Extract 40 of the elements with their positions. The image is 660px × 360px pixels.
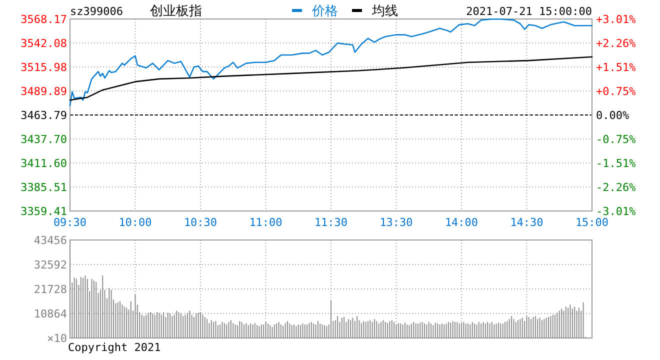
x-tick-label: 10:00 [118, 216, 152, 229]
y2-tick-label: -2.26% [596, 181, 636, 194]
chart-subtitle: sz399006 [70, 5, 123, 18]
y2-tick-label: 0.00% [596, 109, 630, 122]
x-tick-label: 14:00 [444, 216, 478, 229]
y-axis-title: ×10 [47, 332, 67, 345]
text: 2021-07-21 15:00:00 [466, 5, 592, 18]
y-tick-label: 3437.70 [20, 132, 67, 146]
line-series [69, 18, 593, 106]
x-tick-label: 11:00 [249, 216, 282, 229]
y2-tick-label: +3.01% [596, 13, 636, 26]
y-tick-label: 3489.89 [20, 84, 67, 98]
x-tick-label: 15:00 [575, 216, 609, 229]
y2-tick-label: +2.26% [596, 36, 636, 50]
x-tick-label: 14:30 [510, 216, 544, 229]
y-tick-label: 10864 [34, 308, 68, 320]
y-tick-label: 3411.60 [20, 157, 67, 170]
y-tick-label: 43456 [34, 234, 67, 247]
y-tick-label: 3359.41 [20, 205, 67, 218]
y-tick-label: 32592 [34, 258, 67, 272]
y2-tick-label: -3.01% [596, 205, 636, 218]
legend-label: 价格 [311, 4, 338, 19]
x-tick-label: 09:30 [53, 216, 87, 229]
y-tick-label: 3542.08 [20, 36, 67, 50]
x-tick-label: 11:30 [314, 216, 348, 229]
y2-tick-label: -0.75% [596, 132, 636, 146]
y2-tick-label: +1.51% [596, 60, 636, 74]
line-series [69, 56, 593, 101]
y-tick-label: 3463.79 [20, 109, 67, 122]
y-tick-label: 3385.51 [20, 180, 67, 194]
y-tick-label: 3515.98 [20, 61, 67, 74]
x-tick-label: 10:30 [184, 216, 218, 229]
y-tick-label: 21728 [34, 283, 67, 296]
chart-title: 创业板指 [150, 4, 202, 19]
x-tick-label: 13:30 [380, 216, 413, 229]
y2-tick-label: +0.75% [596, 85, 636, 98]
legend-label: 均线 [371, 4, 398, 19]
y-tick-label: 3568.17 [20, 13, 67, 26]
y2-tick-label: -1.51% [596, 157, 636, 170]
text: Copyright 2021 [68, 341, 161, 354]
